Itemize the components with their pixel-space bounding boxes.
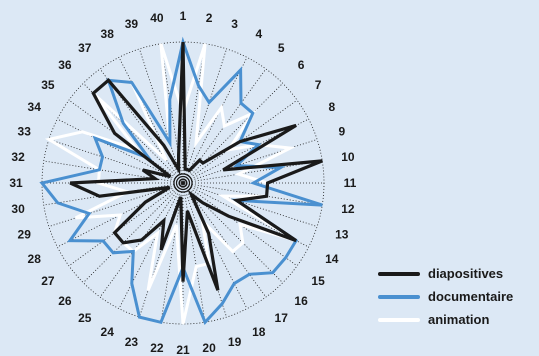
radar-spoke-27 xyxy=(68,182,184,267)
radar-spoke-19 xyxy=(182,182,227,318)
radar-spoke-18 xyxy=(182,182,248,309)
legend-swatch-diapositives xyxy=(378,271,420,276)
radar-spoke-35 xyxy=(68,99,184,184)
radar-spoke-3 xyxy=(182,48,227,184)
spoke-label-37: 37 xyxy=(78,41,92,55)
spoke-label-19: 19 xyxy=(228,335,242,349)
radar-spoke-15 xyxy=(182,182,298,267)
spoke-label-34: 34 xyxy=(28,100,42,114)
spoke-label-7: 7 xyxy=(315,78,322,92)
radar-spoke-16 xyxy=(182,182,283,283)
spoke-label-30: 30 xyxy=(11,202,25,216)
spoke-label-8: 8 xyxy=(328,100,335,114)
spoke-label-17: 17 xyxy=(275,311,289,325)
radar-spoke-38 xyxy=(118,57,184,184)
series-line-animation xyxy=(44,43,297,325)
radar-spoke-26 xyxy=(83,182,184,283)
spoke-label-13: 13 xyxy=(335,228,349,242)
radar-spoke-6 xyxy=(182,83,283,184)
radar-spoke-39 xyxy=(139,48,184,184)
center-ring-4 xyxy=(180,180,186,186)
spoke-label-16: 16 xyxy=(294,294,308,308)
spoke-label-33: 33 xyxy=(18,124,32,138)
spoke-label-23: 23 xyxy=(125,335,139,349)
spoke-label-18: 18 xyxy=(252,325,266,339)
spoke-label-31: 31 xyxy=(9,176,23,190)
radar-spoke-12 xyxy=(182,182,323,206)
radar-spoke-13 xyxy=(182,182,318,227)
radar-spoke-33 xyxy=(48,139,184,184)
radar-spoke-28 xyxy=(57,182,184,248)
legend-label-animation: animation xyxy=(428,312,490,327)
radar-spoke-29 xyxy=(48,182,184,227)
spoke-label-14: 14 xyxy=(325,252,339,266)
spoke-label-22: 22 xyxy=(150,341,164,355)
spoke-label-3: 3 xyxy=(231,17,238,31)
radar-spoke-22 xyxy=(160,182,184,323)
spoke-label-2: 2 xyxy=(206,11,213,25)
series-line-diapositives xyxy=(69,41,323,291)
radar-spoke-7 xyxy=(182,99,298,184)
radar-spoke-23 xyxy=(139,182,184,318)
spoke-label-29: 29 xyxy=(18,228,32,242)
spoke-label-25: 25 xyxy=(78,311,92,325)
spoke-label-32: 32 xyxy=(11,150,25,164)
spoke-label-1: 1 xyxy=(180,9,187,23)
radar-spoke-20 xyxy=(182,182,206,323)
spoke-label-28: 28 xyxy=(28,252,42,266)
spoke-label-26: 26 xyxy=(58,294,72,308)
radar-series-layer xyxy=(39,36,323,326)
spoke-label-35: 35 xyxy=(41,78,55,92)
legend-swatch-animation xyxy=(378,317,420,322)
legend-swatch-documentaire xyxy=(378,294,420,299)
spoke-label-24: 24 xyxy=(101,325,115,339)
spoke-label-6: 6 xyxy=(298,58,305,72)
spoke-label-21: 21 xyxy=(176,343,190,356)
spoke-label-27: 27 xyxy=(41,274,55,288)
radar-center xyxy=(173,173,193,193)
center-ring-3 xyxy=(178,178,188,188)
legend-item-diapositives: diapositives xyxy=(378,262,538,285)
radar-spoke-32 xyxy=(43,160,184,184)
spoke-label-36: 36 xyxy=(58,58,72,72)
spoke-label-40: 40 xyxy=(150,11,164,25)
spoke-label-15: 15 xyxy=(311,274,325,288)
spoke-label-20: 20 xyxy=(202,341,216,355)
spoke-label-10: 10 xyxy=(341,150,355,164)
spoke-label-39: 39 xyxy=(125,17,139,31)
legend-item-documentaire: documentaire xyxy=(378,285,538,308)
spoke-label-12: 12 xyxy=(341,202,355,216)
center-ring-2 xyxy=(175,175,191,191)
radar-spoke-34 xyxy=(57,118,184,184)
radar-spoke-10 xyxy=(182,160,323,184)
radar-spoke-25 xyxy=(99,182,184,298)
spoke-label-5: 5 xyxy=(278,41,285,55)
spoke-label-4: 4 xyxy=(255,27,262,41)
radar-spoke-4 xyxy=(182,57,248,184)
radar-spoke-labels: 1 2 34567891011121314151617181920212223242… xyxy=(9,9,356,356)
radar-spoke-40 xyxy=(160,43,184,184)
radar-spoke-30 xyxy=(43,182,184,206)
spoke-label-38: 38 xyxy=(101,27,115,41)
radar-spoke-5 xyxy=(182,68,267,184)
legend-label-documentaire: documentaire xyxy=(428,289,514,304)
legend-item-animation: animation xyxy=(378,308,538,331)
spoke-label-9: 9 xyxy=(338,124,345,138)
center-ring-1 xyxy=(173,173,193,193)
legend-label-diapositives: diapositives xyxy=(428,266,504,281)
chart-legend: diapositives documentaire animation xyxy=(378,262,538,331)
spoke-label-11: 11 xyxy=(344,176,357,190)
radar-spoke-2 xyxy=(182,43,206,184)
radar-spoke-17 xyxy=(182,182,267,298)
radar-spoke-24 xyxy=(118,182,184,309)
radar-spoke-9 xyxy=(182,139,318,184)
